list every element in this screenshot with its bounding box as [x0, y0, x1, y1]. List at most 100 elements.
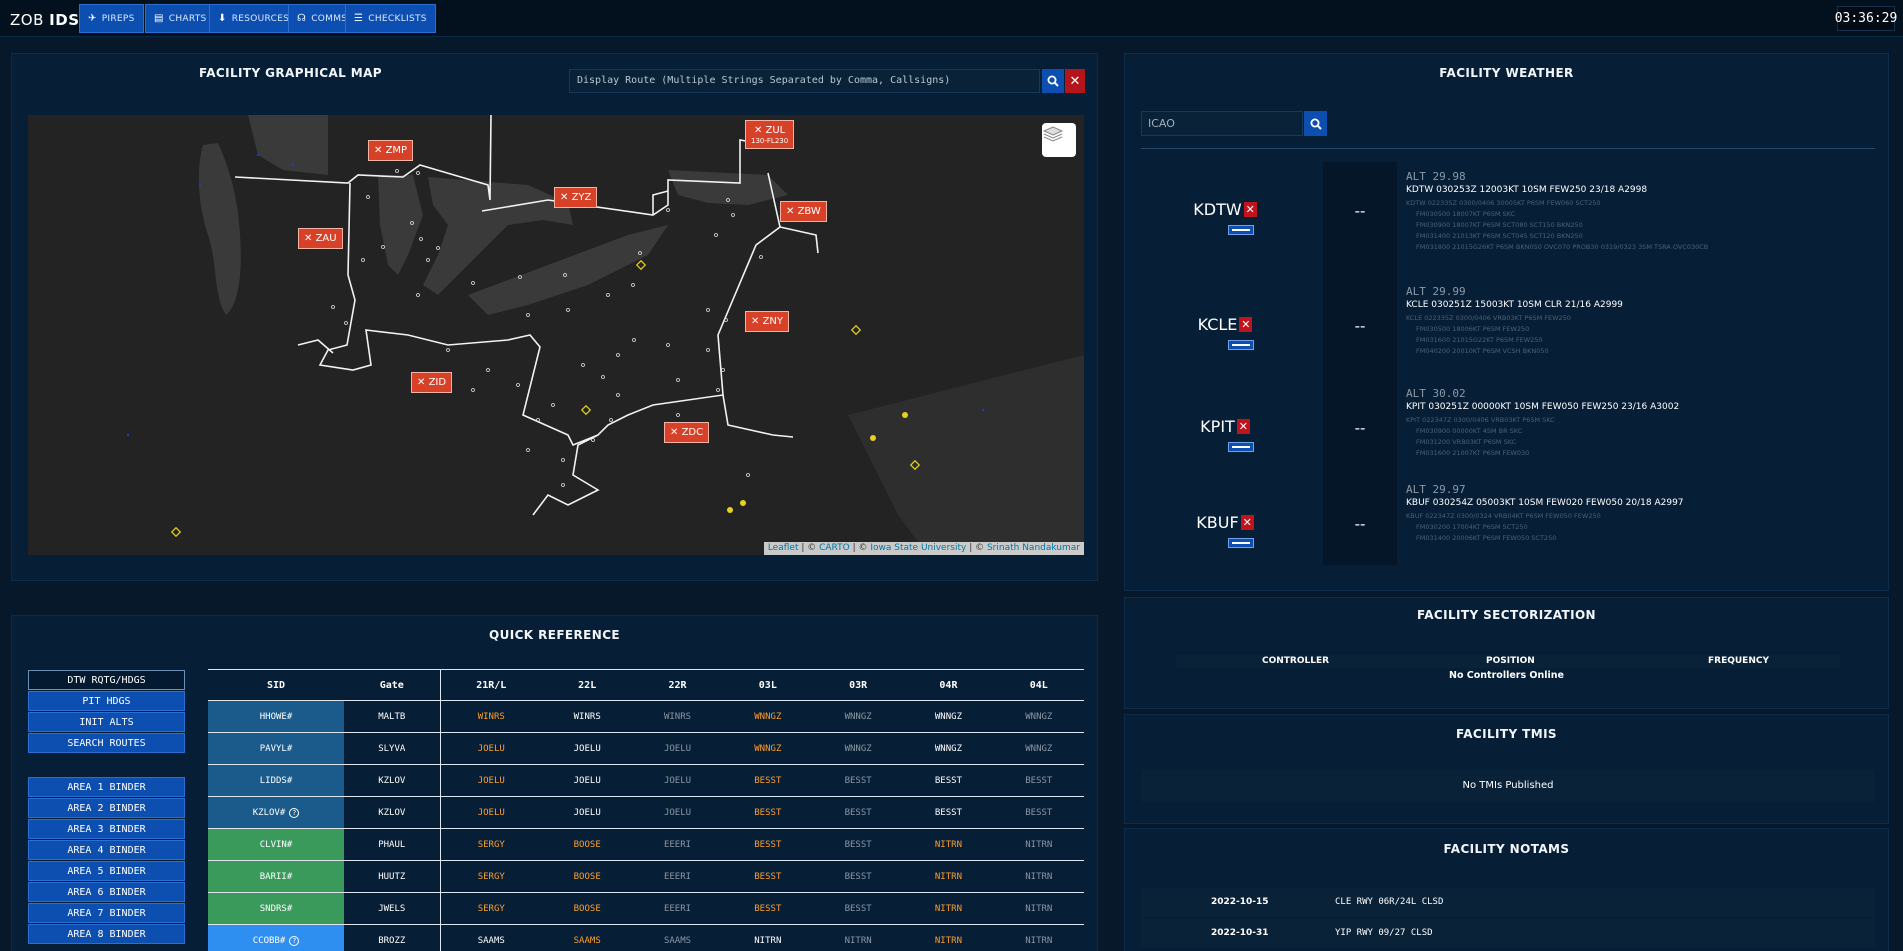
carto-link[interactable]: CARTO — [819, 543, 850, 553]
fix-cell: NITRN — [812, 924, 904, 951]
fix-cell: SAAMS — [632, 924, 723, 951]
fix-cell: WNNGZ — [812, 700, 904, 733]
fix-cell: NITRN — [903, 892, 994, 925]
no-tmis-message: No TMIs Published — [1141, 770, 1875, 802]
sid-cell[interactable]: CLVIN# — [208, 828, 344, 861]
station-ident: KPIT ✕ — [1125, 417, 1325, 436]
artcc-label-zid[interactable]: ✕ ZID — [411, 372, 453, 393]
nav-resources-button[interactable]: ⬇ RESOURCES — [209, 4, 299, 33]
flight-category-indicator[interactable] — [1228, 340, 1254, 350]
artcc-label-zbw[interactable]: ✕ ZBW — [780, 201, 827, 222]
sid-cell[interactable]: LIDDS# — [208, 764, 344, 797]
taf-line: KCLE 022335Z 0300/0406 VRB03KT P6SM FEW2… — [1406, 314, 1571, 322]
top-navbar: ZOB IDS ✈ PIREPS ▤ CHARTS ⬇ RESOURCES ☊ COMM… — [0, 0, 1903, 37]
map-canvas[interactable]: ✕ ZMP ✕ ZUL 130-FL230 ✕ ZYZ ✕ ZBW ✕ ZAU ✕… — [28, 115, 1084, 555]
fix-cell: JOELU — [632, 732, 723, 765]
station-ident: KCLE ✕ — [1125, 315, 1325, 334]
artcc-label-zyz[interactable]: ✕ ZYZ — [554, 187, 598, 208]
fix-cell: SERGY — [440, 892, 543, 925]
area-4-binder-button[interactable]: AREA 4 BINDER — [28, 840, 185, 860]
area-8-binder-button[interactable]: AREA 8 BINDER — [28, 924, 185, 944]
remove-station-button[interactable]: ✕ — [1236, 419, 1250, 434]
author-link[interactable]: Srinath Nandakumar — [986, 543, 1080, 553]
fix-cell: BESST — [722, 860, 813, 893]
taf-line: FM030500 18006KT P6SM FEW250 — [1416, 325, 1530, 333]
area-3-binder-button[interactable]: AREA 3 BINDER — [28, 819, 185, 839]
sid-cell[interactable]: HHOWE# — [208, 700, 344, 733]
search-icon — [1310, 118, 1322, 130]
sid-cell[interactable]: KZLOV#? — [208, 796, 344, 829]
map-basemap — [126, 115, 1084, 555]
artcc-label-zau[interactable]: ✕ ZAU — [298, 228, 343, 249]
app-brand[interactable]: ZOB IDS — [10, 11, 80, 29]
icao-input[interactable]: ICAO — [1141, 111, 1303, 136]
fix-cell: JOELU — [440, 796, 543, 829]
fix-cell: NITRN — [903, 860, 994, 893]
sid-cell[interactable]: BARII# — [208, 860, 344, 893]
artcc-label-zdc[interactable]: ✕ ZDC — [664, 422, 710, 443]
artcc-label-zny[interactable]: ✕ ZNY — [745, 311, 790, 332]
help-circle-icon[interactable]: ? — [289, 807, 300, 818]
nav-comms-button[interactable]: ☊ COMMS — [288, 4, 357, 33]
facility-weather-panel: FACILITY WEATHER ICAO KDTW ✕ -- ALT 29.98 KD… — [1124, 53, 1889, 591]
qr-dtw-rqtg-hdgs-button[interactable]: DTW RQTG/HDGS — [28, 670, 185, 690]
fix-cell: WINRS — [632, 700, 723, 733]
qr-search-routes-button[interactable]: SEARCH ROUTES — [28, 733, 185, 753]
map-layers-button[interactable] — [1042, 123, 1076, 157]
column-header: 22L — [542, 669, 633, 701]
nav-checklists-button[interactable]: ☰ CHECKLISTS — [345, 4, 436, 33]
quick-reference-panel: QUICK REFERENCE DTW RQTG/HDGS PIT HDGS I… — [11, 615, 1098, 951]
route-clear-button[interactable]: ✕ — [1065, 69, 1085, 93]
remove-station-button[interactable]: ✕ — [1243, 202, 1257, 217]
sid-name: BARII# — [259, 871, 293, 882]
headset-icon: ☊ — [297, 13, 307, 24]
flight-category-indicator[interactable] — [1228, 225, 1254, 235]
area-5-binder-button[interactable]: AREA 5 BINDER — [28, 861, 185, 881]
altimeter: ALT 29.98 — [1406, 170, 1466, 183]
sid-cell[interactable]: CCOBB#? — [208, 924, 344, 951]
remove-station-button[interactable]: ✕ — [1239, 317, 1253, 332]
sid-name: LIDDS# — [259, 775, 293, 786]
area-6-binder-button[interactable]: AREA 6 BINDER — [28, 882, 185, 902]
notam-row: 2022-10-15 CLE RWY 06R/24L CLSD — [1141, 888, 1875, 917]
map-panel-title: FACILITY GRAPHICAL MAP — [199, 66, 382, 80]
facility-notams-panel: FACILITY NOTAMS 2022-10-15 CLE RWY 06R/2… — [1124, 828, 1889, 951]
fix-cell: NITRN — [993, 860, 1084, 893]
artcc-label-zul[interactable]: ✕ ZUL 130-FL230 — [745, 120, 795, 149]
sid-name: HHOWE# — [259, 711, 293, 722]
icao-search-button[interactable] — [1304, 111, 1327, 136]
taf-line: KPIT 022347Z 0300/0406 VRB03KT P6SM SKC — [1406, 416, 1555, 424]
isu-link[interactable]: Iowa State University — [870, 543, 967, 553]
resources-icon: ⬇ — [218, 13, 227, 24]
sid-name: CCOBB# — [252, 935, 286, 946]
remove-station-button[interactable]: ✕ — [1240, 515, 1254, 530]
sid-name: KZLOV# — [252, 807, 286, 818]
table-row: LIDDS# KZLOV JOELU JOELU JOELU BESST BESST BESS… — [208, 764, 1084, 797]
flight-category-indicator[interactable] — [1228, 538, 1254, 548]
leaflet-link[interactable]: Leaflet — [767, 543, 799, 553]
altimeter: ALT 29.97 — [1406, 483, 1466, 496]
fix-cell: WNNGZ — [722, 700, 813, 733]
route-search-button[interactable] — [1042, 69, 1064, 93]
metar-text: KBUF 030254Z 05003KT 10SM FEW020 FEW050 … — [1406, 498, 1684, 508]
area-2-binder-button[interactable]: AREA 2 BINDER — [28, 798, 185, 818]
nav-charts-button[interactable]: ▤ CHARTS — [145, 4, 216, 33]
sid-cell[interactable]: SNDRS# — [208, 892, 344, 925]
help-circle-icon[interactable]: ? — [289, 935, 300, 946]
fix-cell: SERGY — [440, 828, 543, 861]
fix-cell: NITRN — [993, 892, 1084, 925]
table-row: KZLOV#? KZLOV JOELU JOELU JOELU BESST BESST BES… — [208, 796, 1084, 829]
area-1-binder-button[interactable]: AREA 1 BINDER — [28, 777, 185, 797]
table-row: PAVYL# SLYVA JOELU JOELU JOELU WNNGZ WNNGZ WNNG… — [208, 732, 1084, 765]
altimeter: ALT 29.99 — [1406, 285, 1466, 298]
taf-line: FM031400 20006KT P6SM FEW050 SCT250 — [1416, 534, 1557, 542]
nav-pireps-button[interactable]: ✈ PIREPS — [79, 4, 144, 33]
flight-category-indicator[interactable] — [1228, 442, 1254, 452]
qr-init-alts-button[interactable]: INIT ALTS — [28, 712, 185, 732]
area-7-binder-button[interactable]: AREA 7 BINDER — [28, 903, 185, 923]
artcc-label-zmp[interactable]: ✕ ZMP — [368, 140, 414, 161]
qr-pit-hdgs-button[interactable]: PIT HDGS — [28, 691, 185, 711]
station-ident-text: KDTW — [1193, 200, 1242, 219]
route-input[interactable]: Display Route (Multiple Strings Separate… — [569, 69, 1040, 93]
sid-cell[interactable]: PAVYL# — [208, 732, 344, 765]
